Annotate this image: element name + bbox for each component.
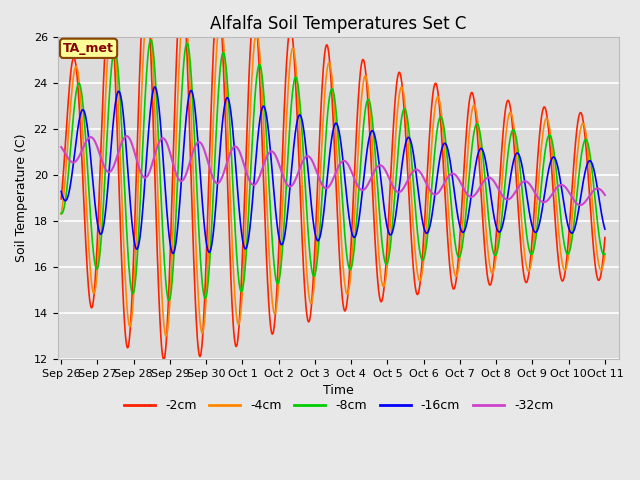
-32cm <box>289 182 296 188</box>
-8cm <box>58 211 65 216</box>
Line: -8cm: -8cm <box>61 40 605 300</box>
-2cm <box>99 86 107 92</box>
-2cm <box>367 162 375 168</box>
-2cm <box>58 196 65 202</box>
-16cm <box>367 129 375 134</box>
-32cm <box>99 161 107 167</box>
-16cm <box>601 226 609 232</box>
-8cm <box>165 298 173 303</box>
-32cm <box>300 157 307 163</box>
-8cm <box>300 158 308 164</box>
-8cm <box>147 37 155 43</box>
Y-axis label: Soil Temperature (C): Soil Temperature (C) <box>15 134 28 263</box>
Title: Alfalfa Soil Temperatures Set C: Alfalfa Soil Temperatures Set C <box>211 15 467 33</box>
Text: TA_met: TA_met <box>63 42 114 55</box>
-8cm <box>601 251 609 257</box>
-4cm <box>289 46 296 51</box>
-8cm <box>122 202 129 207</box>
-32cm <box>367 175 375 181</box>
-16cm <box>58 189 65 194</box>
-4cm <box>99 148 107 154</box>
-8cm <box>99 205 107 211</box>
-4cm <box>144 2 152 8</box>
-16cm <box>151 84 159 90</box>
-4cm <box>601 252 609 257</box>
-4cm <box>300 216 308 222</box>
-4cm <box>58 211 65 217</box>
-4cm <box>310 288 317 293</box>
-32cm <box>123 133 131 139</box>
-16cm <box>310 222 317 228</box>
-32cm <box>601 192 609 198</box>
-2cm <box>310 270 317 276</box>
-8cm <box>367 108 375 114</box>
-16cm <box>99 225 107 231</box>
Line: -32cm: -32cm <box>61 136 605 205</box>
Line: -2cm: -2cm <box>61 0 605 360</box>
Line: -4cm: -4cm <box>61 5 605 336</box>
-16cm <box>169 251 177 256</box>
Legend: -2cm, -4cm, -8cm, -16cm, -32cm: -2cm, -4cm, -8cm, -16cm, -32cm <box>118 394 558 417</box>
-32cm <box>58 144 65 150</box>
-32cm <box>309 160 317 166</box>
-2cm <box>300 272 308 277</box>
-16cm <box>300 128 308 133</box>
-2cm <box>601 235 609 240</box>
-8cm <box>310 273 317 279</box>
-8cm <box>289 88 296 94</box>
X-axis label: Time: Time <box>323 384 354 397</box>
-16cm <box>289 156 296 161</box>
-2cm <box>289 36 296 41</box>
-4cm <box>122 277 129 283</box>
-32cm <box>577 202 584 208</box>
-2cm <box>122 332 129 337</box>
Line: -16cm: -16cm <box>61 87 605 253</box>
-2cm <box>160 357 168 362</box>
-32cm <box>122 133 129 139</box>
-4cm <box>162 333 170 339</box>
-16cm <box>122 135 129 141</box>
-4cm <box>367 125 375 131</box>
